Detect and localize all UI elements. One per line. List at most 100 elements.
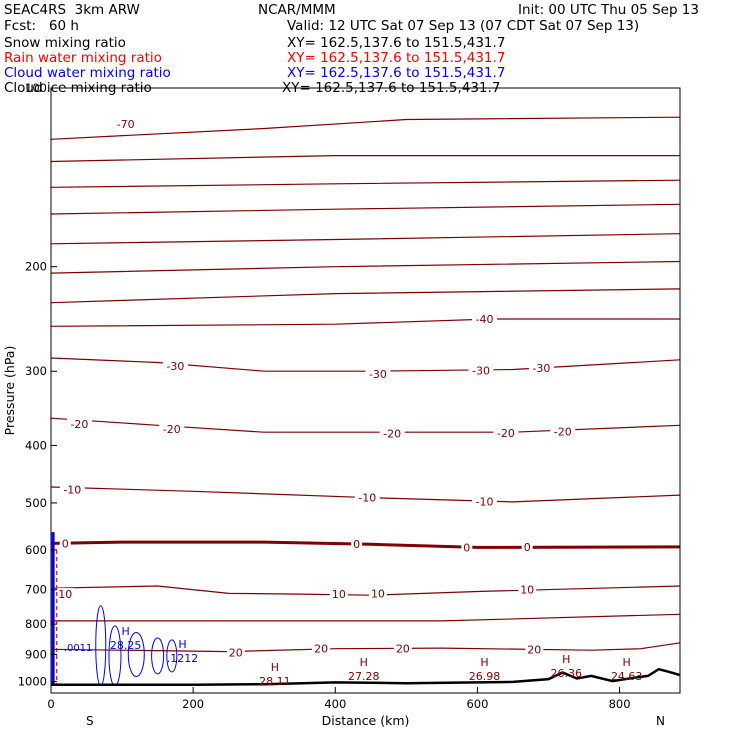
isotherm-label: -20 — [554, 426, 572, 439]
isotherm-label-bg — [59, 483, 85, 496]
isotherm-label: -30 — [369, 368, 387, 381]
isotherm-label-bg — [472, 495, 498, 508]
field-label-cloud-ice: Cloud ice mixing ratio — [4, 80, 152, 96]
x-axis-label: Distance (km) — [322, 713, 410, 728]
isotherm-line — [50, 288, 681, 304]
isotherm-label: -10 — [63, 484, 81, 497]
forecast-hour: Fcst: 60 h — [4, 18, 79, 34]
y-tick-label: 1000 — [18, 675, 47, 689]
y-tick-label: 500 — [25, 496, 47, 510]
high-value: 24.63 — [611, 670, 643, 683]
isotherm-label: 0 — [62, 537, 69, 550]
isotherm-line — [50, 417, 681, 433]
isotherm-label: 20 — [527, 643, 541, 656]
isotherm-line — [50, 116, 681, 140]
isotherm-label: -10 — [476, 495, 494, 508]
y-axis-label: Pressure (hPa) — [2, 346, 17, 436]
isotherm-label: 10 — [332, 588, 346, 601]
high-marker: H — [271, 661, 279, 674]
isotherm-label-bg — [113, 118, 139, 131]
high-marker: H — [562, 653, 570, 666]
model-name: SEAC4RS 3km ARW — [4, 2, 140, 18]
isotherm-label: 0 — [463, 541, 470, 554]
high-value: 26.36 — [551, 667, 583, 680]
isotherm-label-bg — [226, 646, 245, 659]
init-time: Init: 00 UTC Thu 05 Sep 13 — [518, 2, 699, 18]
isotherm-label: -20 — [163, 423, 181, 436]
isotherm-label-bg — [461, 541, 473, 554]
y-tick-label: 400 — [25, 438, 47, 452]
isotherm-label: -30 — [532, 362, 550, 375]
isotherm-line — [50, 233, 681, 245]
isotherm-label-bg — [472, 313, 498, 326]
isotherm-line — [50, 179, 681, 188]
isotherm-label: 10 — [520, 584, 534, 597]
high-value: 27.28 — [348, 670, 380, 683]
organization: NCAR/MMM — [258, 2, 336, 18]
isotherm-label: 20 — [314, 643, 328, 656]
isotherm-line — [50, 318, 680, 327]
x-tick-label: 800 — [609, 697, 631, 711]
cloud-water-contour — [108, 625, 122, 687]
isotherm-label-bg — [468, 364, 494, 377]
isotherm-label-bg — [550, 425, 576, 438]
y-tick-label: 600 — [25, 543, 47, 557]
isotherm-label: 10 — [371, 587, 385, 600]
valid-time: Valid: 12 UTC Sat 07 Sep 13 (07 CDT Sat … — [287, 18, 640, 34]
endpoint-north: N — [656, 714, 665, 728]
terrain-mask — [51, 669, 680, 693]
isotherm-label-bg — [368, 587, 387, 600]
isotherm-label-bg — [329, 588, 348, 601]
isotherm-label-bg — [312, 642, 331, 655]
high-value: 26.98 — [469, 670, 501, 683]
y-tick-label: 800 — [25, 617, 47, 631]
field-label-snow: Snow mixing ratio — [4, 35, 126, 51]
isotherm-label-bg — [56, 588, 75, 601]
cloud-water-value: .0011 — [64, 643, 93, 654]
field-xy-cloud-water: XY= 162.5,137.6 to 151.5,431.7 — [287, 65, 506, 81]
isotherm-label: 20 — [229, 646, 243, 659]
isotherm-label-bg — [351, 537, 363, 550]
isotherm-label-bg — [354, 491, 380, 504]
field-label-rain: Rain water mixing ratio — [4, 50, 162, 66]
cloud-water-contour — [127, 631, 145, 677]
field-xy-rain: XY= 162.5,137.6 to 151.5,431.7 — [287, 50, 506, 66]
high-marker: H — [178, 638, 186, 651]
high-value: 28.11 — [259, 675, 291, 688]
isotherm-line — [50, 540, 681, 549]
field-xy-snow: XY= 162.5,137.6 to 151.5,431.7 — [287, 35, 506, 51]
isotherm-label: -10 — [358, 492, 376, 505]
isotherm-label-bg — [379, 427, 405, 440]
isotherm-line — [51, 613, 681, 622]
isotherm-line — [50, 260, 681, 274]
isotherm-label-bg — [518, 583, 537, 596]
isotherm-line — [50, 585, 681, 596]
isotherm-line — [50, 642, 681, 653]
isotherm-label-bg — [528, 361, 554, 374]
high-value: .1212 — [167, 652, 199, 665]
y-tick-label: 300 — [25, 364, 47, 378]
isotherm-label: 0 — [353, 538, 360, 551]
isotherm-label-bg — [393, 642, 412, 655]
endpoint-south: S — [86, 714, 94, 728]
isotherm-label: -30 — [166, 360, 184, 373]
x-tick-label: 0 — [47, 697, 54, 711]
isotherm-label-bg — [162, 360, 188, 373]
high-marker: H — [360, 656, 368, 669]
field-label-cloud-water: Cloud water mixing ratio — [4, 65, 171, 81]
isotherm-label: -20 — [497, 427, 515, 440]
high-marker: H — [121, 625, 129, 638]
isotherm-label: 10 — [58, 588, 72, 601]
isotherm-label-bg — [59, 537, 71, 550]
cloud-water-contour — [151, 637, 165, 675]
cloud-water-contour — [166, 639, 178, 673]
isotherm-label: -20 — [383, 428, 401, 441]
x-tick-label: 600 — [466, 697, 488, 711]
isotherm-label-bg — [365, 367, 391, 380]
isotherm-label: -30 — [472, 364, 490, 377]
isotherm-line — [50, 155, 680, 163]
isotherm-label: -40 — [476, 313, 494, 326]
high-marker: H — [623, 656, 631, 669]
y-tick-label: 900 — [25, 647, 47, 661]
